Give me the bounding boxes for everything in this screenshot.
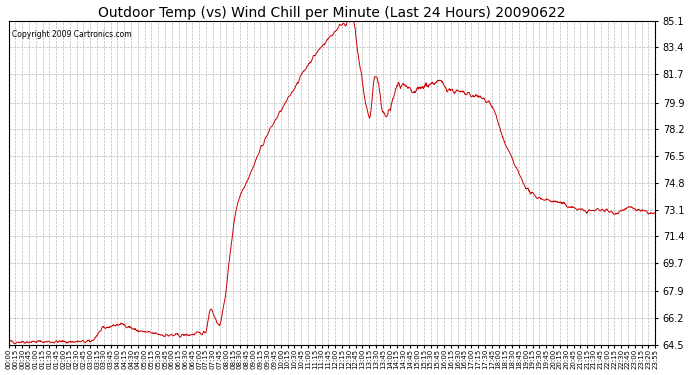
Text: Copyright 2009 Cartronics.com: Copyright 2009 Cartronics.com [12,30,131,39]
Title: Outdoor Temp (vs) Wind Chill per Minute (Last 24 Hours) 20090622: Outdoor Temp (vs) Wind Chill per Minute … [98,6,566,20]
